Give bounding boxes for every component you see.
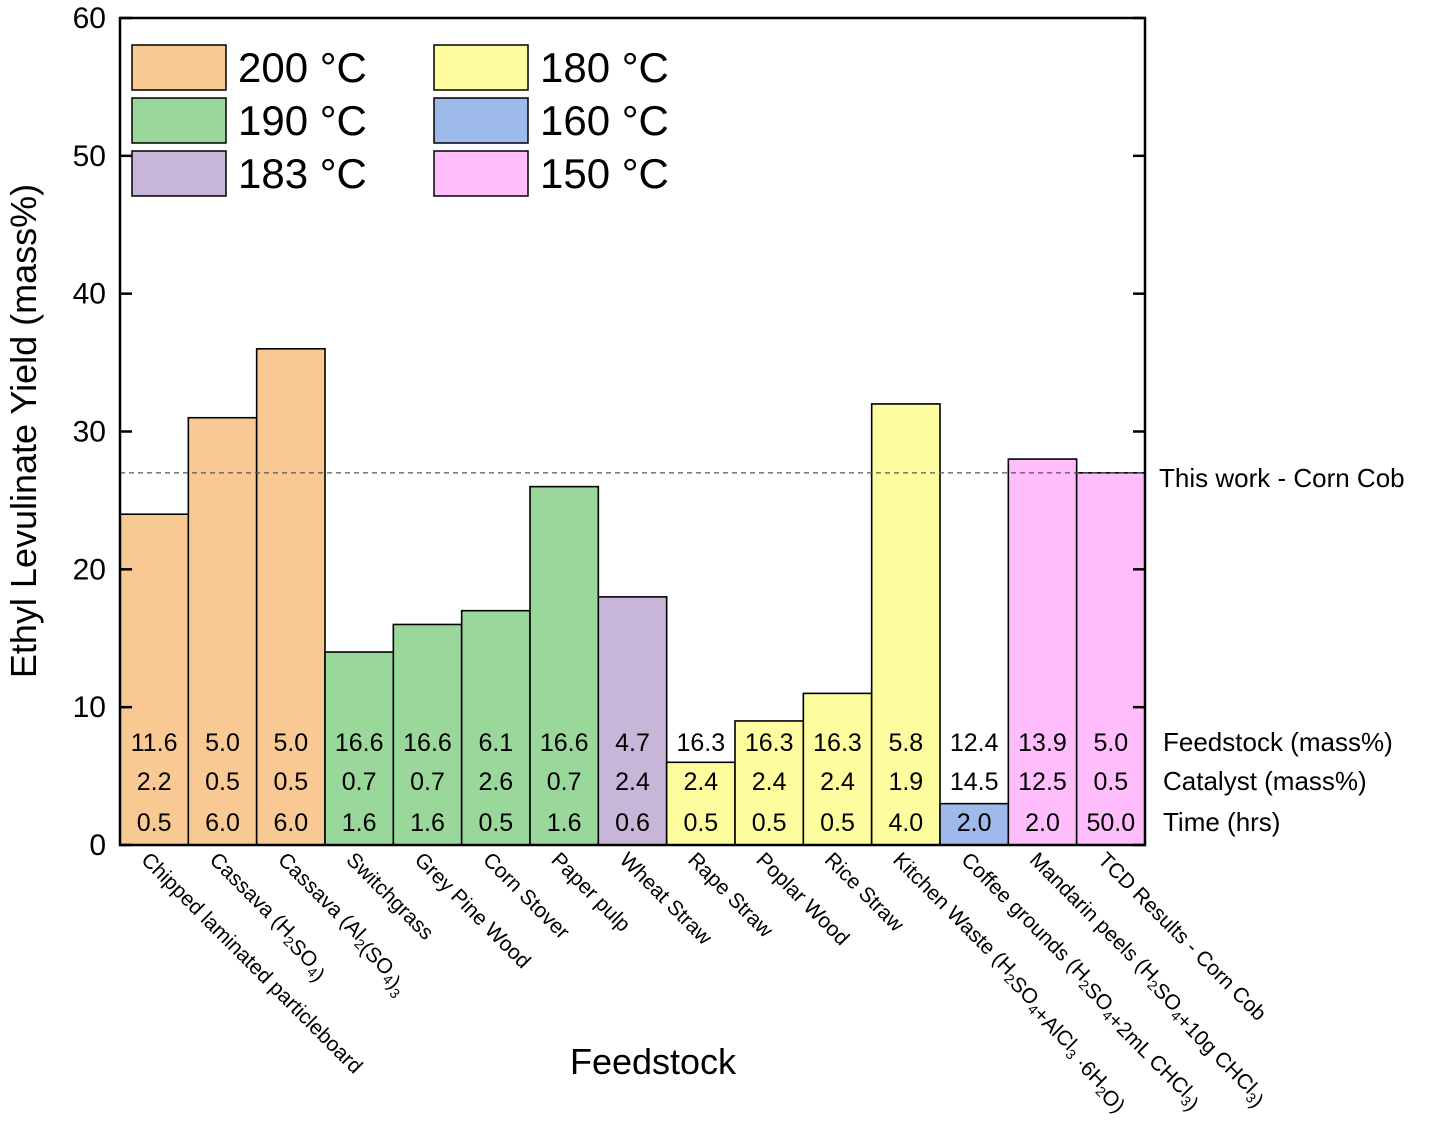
x-category-label: Grey Pine Wood [410, 848, 535, 973]
bar-annotation: 0.7 [410, 768, 445, 796]
bar-annotation: 12.4 [950, 729, 999, 757]
bar-annotation: 1.9 [888, 768, 923, 796]
bar-annotation: 14.5 [950, 768, 999, 796]
legend-swatch [433, 97, 529, 144]
bar-annotation: 6.0 [273, 809, 308, 837]
bar-annotation: 0.5 [683, 809, 718, 837]
bar-annotation: 16.3 [813, 729, 862, 757]
annotation-row-label: Catalyst (mass%) [1163, 766, 1367, 796]
y-tick-label: 60 [73, 2, 106, 35]
bar-annotation: 5.0 [273, 729, 308, 757]
bar-annotation: 2.0 [1025, 809, 1060, 837]
legend: 200 °C 180 °C 190 °C 160 °C 183 °C 150 °C [131, 44, 669, 197]
bar-annotation: 2.4 [752, 768, 787, 796]
annotation-layer: 11.6 5.0 5.0 16.6 16.6 6.1 16.6 4.7 16.3 16.3 16.3… [131, 727, 1393, 837]
legend-label: 180 °C [540, 44, 669, 91]
bar-annotation: 5.0 [205, 729, 240, 757]
y-tick-label: 0 [89, 829, 106, 862]
legend-label: 200 °C [238, 44, 367, 91]
bar-annotation: 16.6 [403, 729, 452, 757]
bar-annotation: 0.5 [752, 809, 787, 837]
y-tick-label: 50 [73, 140, 106, 173]
legend-label: 183 °C [238, 150, 367, 197]
legend-label: 150 °C [540, 150, 669, 197]
bar-annotation: 0.7 [342, 768, 377, 796]
legend-swatch [433, 44, 529, 91]
bar-annotation: 13.9 [1018, 729, 1067, 757]
bar-annotation: 1.6 [547, 809, 582, 837]
y-tick-label: 40 [73, 278, 106, 311]
bar [1007, 458, 1078, 846]
bar-annotation: 12.5 [1018, 768, 1067, 796]
bar-annotation: 0.5 [478, 809, 513, 837]
bar-annotation: 4.7 [615, 729, 650, 757]
reference-line-label: This work - Corn Cob [1159, 463, 1405, 493]
bar-annotation: 2.4 [683, 768, 718, 796]
bar-annotation: 0.5 [273, 768, 308, 796]
bar-annotation: 2.4 [820, 768, 855, 796]
bar-annotation: 0.5 [820, 809, 855, 837]
legend-swatch [131, 44, 227, 91]
bar-annotation: 2.4 [615, 768, 650, 796]
bar-annotation: 16.3 [676, 729, 725, 757]
bar [597, 596, 668, 846]
bar-annotation: 16.6 [540, 729, 589, 757]
bar-annotation: 0.5 [205, 768, 240, 796]
bar-annotation: 1.6 [410, 809, 445, 837]
y-axis-title: Ethyl Levulinate Yield (mass%) [3, 184, 44, 678]
bar-annotation: 6.1 [478, 729, 513, 757]
bar-annotation: 1.6 [342, 809, 377, 837]
bar [187, 416, 258, 846]
bar [255, 347, 326, 846]
bars-layer [119, 347, 1146, 846]
y-tick-label: 10 [73, 691, 106, 724]
bar-annotation: 2.6 [478, 768, 513, 796]
bar-annotation: 2.0 [957, 809, 992, 837]
y-tick-label: 20 [73, 553, 106, 586]
bar-annotation: 6.0 [205, 809, 240, 837]
bar [870, 403, 941, 846]
bar-annotation: 16.3 [745, 729, 794, 757]
bar-annotation: 0.5 [1093, 768, 1128, 796]
bar-annotation: 0.5 [137, 809, 172, 837]
reference-line-layer: This work - Corn Cob [120, 463, 1405, 493]
x-axis-title: Feedstock [570, 1041, 737, 1082]
legend-label: 190 °C [238, 97, 367, 144]
bar [734, 720, 805, 846]
bar-annotation: 4.0 [888, 809, 923, 837]
annotation-row-label: Feedstock (mass%) [1163, 727, 1393, 757]
legend-swatch [131, 150, 227, 197]
bar-annotation: 0.7 [547, 768, 582, 796]
annotation-row-label: Time (hrs) [1163, 807, 1280, 837]
legend-swatch [131, 97, 227, 144]
y-tick-label: 30 [73, 416, 106, 449]
bar-annotation: 50.0 [1086, 809, 1135, 837]
bar-annotation: 11.6 [131, 729, 178, 757]
bar [460, 609, 531, 846]
bar-annotation: 5.8 [888, 729, 923, 757]
bar-annotation: 0.6 [615, 809, 650, 837]
bar-annotation: 5.0 [1093, 729, 1128, 757]
bar [324, 651, 395, 846]
bar-annotation: 16.6 [335, 729, 384, 757]
legend-swatch [433, 150, 529, 197]
legend-label: 160 °C [540, 97, 669, 144]
bar-annotation: 2.2 [137, 768, 172, 796]
